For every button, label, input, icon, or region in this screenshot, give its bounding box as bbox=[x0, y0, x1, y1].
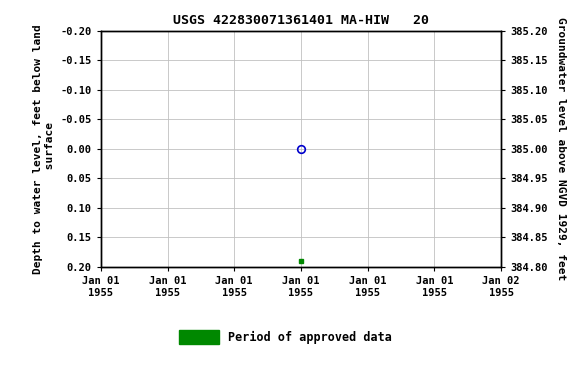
Bar bbox=[179, 330, 219, 344]
Text: Period of approved data: Period of approved data bbox=[228, 331, 392, 344]
Y-axis label: Depth to water level, feet below land
 surface: Depth to water level, feet below land su… bbox=[33, 24, 55, 274]
Y-axis label: Groundwater level above NGVD 1929, feet: Groundwater level above NGVD 1929, feet bbox=[556, 17, 566, 280]
Title: USGS 422830071361401 MA-HIW   20: USGS 422830071361401 MA-HIW 20 bbox=[173, 14, 429, 27]
